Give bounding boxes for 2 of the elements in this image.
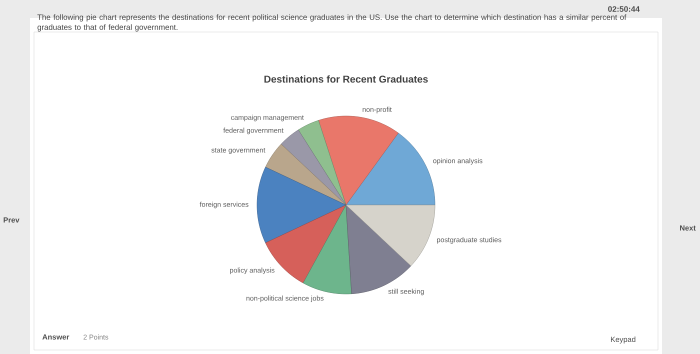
chart-title: Destinations for Recent Graduates: [264, 75, 428, 83]
text: 02:50:44: [608, 6, 640, 12]
